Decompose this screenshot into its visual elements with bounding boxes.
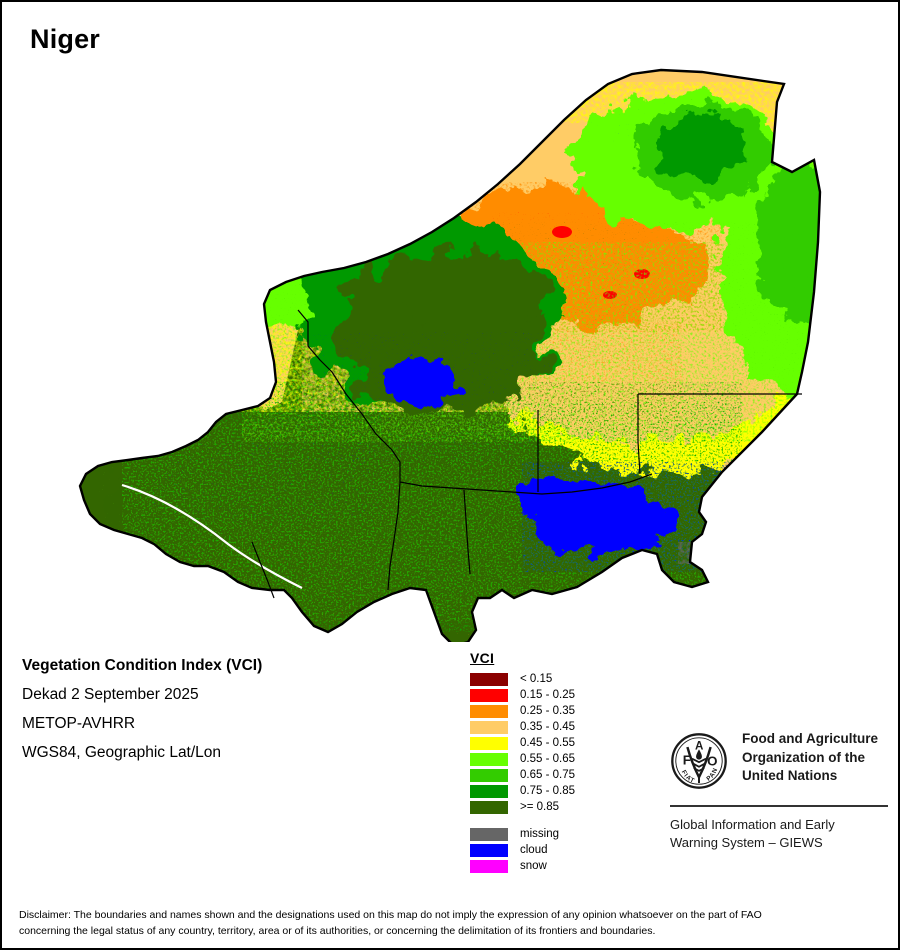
disclaimer-line-1: Disclaimer: The boundaries and names sho… (19, 909, 762, 921)
legend-item[interactable]: 0.25 - 0.35 (470, 703, 640, 719)
legend-label: 0.25 - 0.35 (520, 705, 575, 717)
legend-label: 0.55 - 0.65 (520, 753, 575, 765)
giews-name: Global Information and Early Warning Sys… (670, 816, 890, 853)
legend-item[interactable]: 0.15 - 0.25 (470, 687, 640, 703)
legend-label: 0.75 - 0.85 (520, 785, 575, 797)
caption-projection: WGS84, Geographic Lat/Lon (22, 744, 222, 761)
giews-line-2: Warning System – GIEWS (670, 835, 823, 851)
svg-text:A: A (695, 739, 704, 752)
legend-label: 0.45 - 0.55 (520, 737, 575, 749)
admin-boundaries (251, 309, 802, 599)
legend-swatch (470, 827, 508, 841)
legend-swatch (470, 768, 508, 782)
caption-period: Dekad 2 September 2025 (22, 686, 199, 703)
niger-river (121, 483, 303, 589)
fao-divider (670, 805, 888, 807)
caption-sensor: METOP-AVHRR (22, 715, 136, 732)
legend-label: snow (520, 860, 547, 872)
legend-swatch (470, 672, 508, 686)
legend-item[interactable]: >= 0.85 (470, 799, 640, 815)
fao-block: F A O FIAT PANIS Food and Agriculture Or (667, 727, 890, 853)
legend-swatch (470, 784, 508, 798)
legend-item[interactable]: 0.65 - 0.75 (470, 767, 640, 783)
page-title: Niger (30, 24, 101, 54)
legend-item[interactable]: 0.75 - 0.85 (470, 783, 640, 799)
disclaimer-line-2: concerning the legal status of any count… (19, 925, 656, 938)
legend-label: cloud (520, 844, 548, 856)
legend-label: >= 0.85 (520, 801, 560, 813)
legend-label: < 0.15 (520, 673, 553, 685)
legend-item-cloud[interactable]: cloud (470, 842, 640, 858)
fao-org-line-3: United Nations (742, 768, 838, 784)
legend-label: 0.35 - 0.45 (520, 721, 575, 733)
svg-text:O: O (707, 754, 717, 769)
giews-line-1: Global Information and Early (670, 817, 835, 832)
caption-product-title: Vegetation Condition Index (VCI) (22, 657, 263, 674)
legend-item-missing[interactable]: missing (470, 826, 640, 842)
niger-vci-map[interactable] (2, 42, 900, 642)
fao-org-line-2: Organization of the (742, 749, 865, 765)
legend-swatch (470, 859, 508, 873)
legend-item[interactable]: 0.55 - 0.65 (470, 751, 640, 767)
legend-label: 0.15 - 0.25 (520, 689, 575, 701)
legend-swatch (470, 688, 508, 702)
legend-label: 0.65 - 0.75 (520, 769, 575, 781)
legend-label: missing (520, 828, 559, 840)
country-outline (78, 68, 822, 642)
disclaimer: Disclaimer: The boundaries and names sho… (19, 907, 889, 940)
legend-item[interactable]: < 0.15 (470, 671, 640, 687)
fao-logo-icon: F A O FIAT PANIS (667, 727, 728, 795)
map-canvas[interactable] (2, 42, 900, 642)
legend-swatch (470, 720, 508, 734)
legend: VCI < 0.15 0.15 - 0.25 0.25 - 0.35 0.35 … (470, 650, 640, 874)
legend-swatch (470, 736, 508, 750)
legend-item[interactable]: 0.45 - 0.55 (470, 735, 640, 751)
legend-swatch (470, 752, 508, 766)
legend-item-snow[interactable]: snow (470, 858, 640, 874)
svg-text:F: F (683, 752, 691, 767)
legend-swatch (470, 704, 508, 718)
fao-organization-name: Food and Agriculture Organization of the… (742, 730, 878, 786)
legend-spacer (470, 815, 640, 826)
vci-raster (80, 70, 820, 642)
fao-org-line-1: Food and Agriculture (742, 731, 878, 746)
legend-swatch (470, 843, 508, 857)
caption-block: Vegetation Condition Index (VCI) Dekad 2… (22, 657, 422, 773)
legend-swatch (470, 800, 508, 814)
legend-item[interactable]: 0.35 - 0.45 (470, 719, 640, 735)
legend-title: VCI (470, 650, 495, 666)
